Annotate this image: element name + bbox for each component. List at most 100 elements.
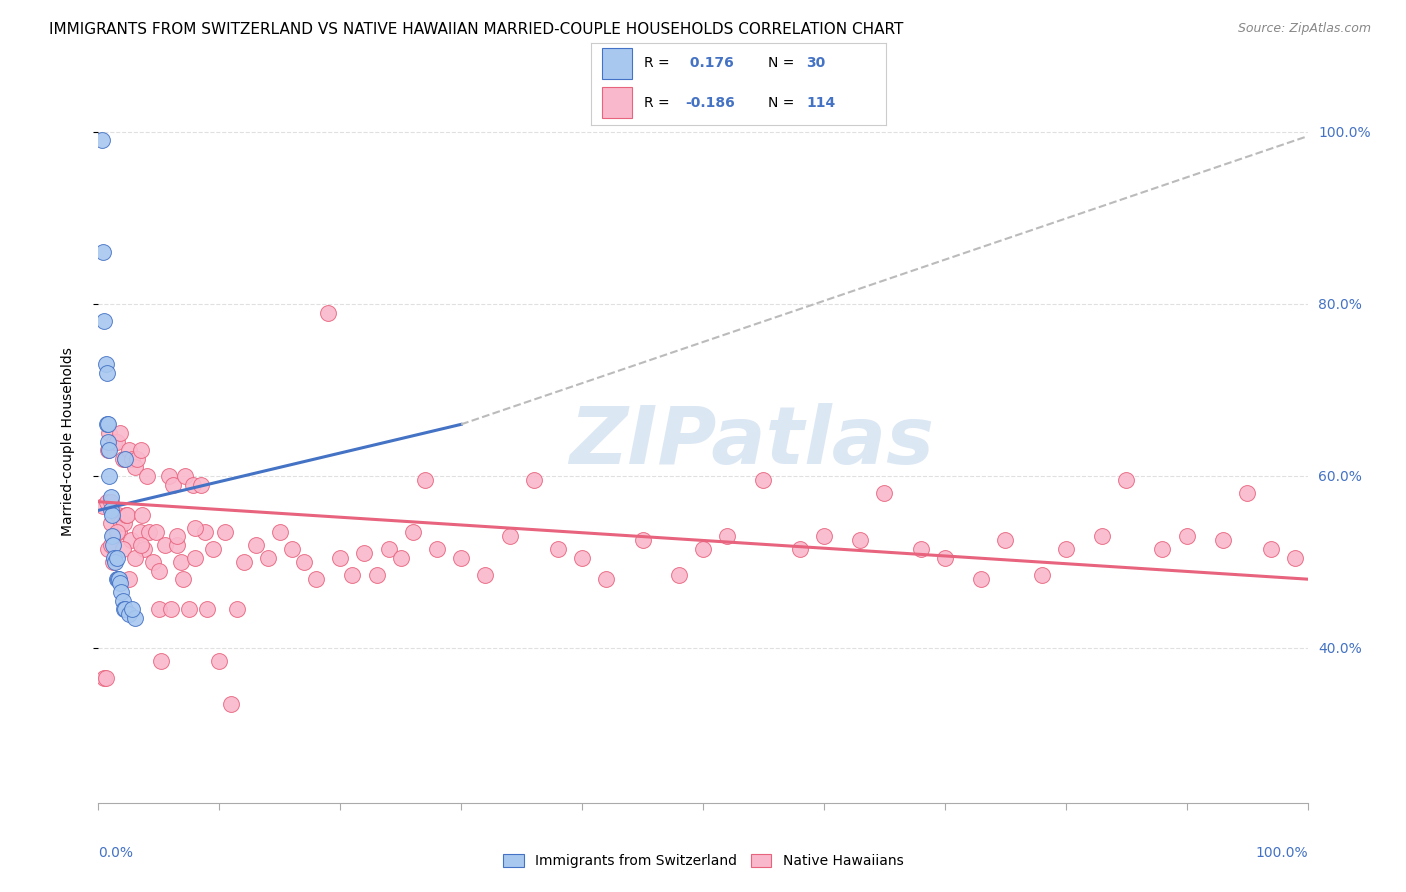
Point (117, 508, 139, 522)
Point (98, 443, 121, 458)
Point (813, 529, 835, 543)
Point (190, 477, 212, 491)
Point (110, 516, 132, 531)
Point (108, 524, 131, 539)
Point (98, 425, 121, 440)
Point (103, 434, 125, 449)
Point (174, 469, 197, 483)
Point (202, 542, 225, 557)
Point (101, 529, 124, 543)
FancyBboxPatch shape (602, 48, 631, 78)
Point (111, 593, 134, 607)
Point (269, 524, 291, 539)
Point (93, 314, 115, 328)
Text: N =: N = (768, 95, 799, 110)
Point (135, 469, 157, 483)
Point (103, 550, 125, 565)
Point (366, 567, 388, 582)
Point (96, 366, 118, 380)
Point (105, 524, 128, 539)
Point (221, 697, 243, 711)
Point (153, 538, 176, 552)
Point (1054, 542, 1077, 557)
Point (245, 538, 267, 552)
Point (377, 542, 399, 557)
Point (342, 567, 364, 582)
Point (181, 477, 204, 491)
Point (169, 555, 191, 569)
Point (232, 555, 254, 569)
Point (214, 524, 236, 539)
Point (148, 564, 170, 578)
Point (150, 654, 173, 668)
Point (108, 576, 131, 591)
Point (91, 133, 114, 147)
Point (389, 550, 412, 565)
Text: 100.0%: 100.0% (1256, 847, 1308, 860)
Text: 114: 114 (806, 95, 835, 110)
Text: Source: ZipAtlas.com: Source: ZipAtlas.com (1237, 22, 1371, 36)
FancyBboxPatch shape (602, 87, 631, 119)
Point (97, 542, 120, 557)
Point (93, 671, 115, 685)
Point (124, 611, 146, 625)
Text: ZIPatlas: ZIPatlas (569, 402, 934, 481)
Text: N =: N = (768, 56, 799, 70)
Point (128, 524, 150, 539)
Point (94, 671, 117, 685)
Point (166, 529, 188, 543)
Point (305, 572, 328, 586)
Point (138, 524, 160, 539)
Point (1236, 486, 1258, 500)
Point (120, 533, 142, 548)
Point (100, 491, 122, 505)
Point (849, 533, 872, 548)
Point (100, 538, 122, 552)
Point (184, 520, 207, 534)
Point (118, 443, 141, 458)
Point (195, 602, 218, 616)
Point (105, 572, 128, 586)
Point (114, 602, 136, 616)
Point (142, 555, 165, 569)
Point (105, 550, 128, 565)
Point (194, 524, 217, 539)
Point (101, 555, 124, 569)
Point (104, 555, 127, 569)
Point (112, 602, 135, 616)
Point (94, 357, 117, 371)
Point (114, 451, 136, 466)
Point (121, 602, 143, 616)
Text: 0.0%: 0.0% (98, 847, 134, 860)
Point (134, 542, 156, 557)
Point (595, 572, 617, 586)
Text: -0.186: -0.186 (685, 95, 735, 110)
Point (157, 469, 180, 483)
Point (162, 477, 184, 491)
Point (1212, 533, 1234, 548)
Point (101, 538, 124, 552)
Point (329, 550, 352, 565)
Point (1175, 529, 1198, 543)
Text: R =: R = (644, 95, 673, 110)
Legend: Immigrants from Switzerland, Native Hawaiians: Immigrants from Switzerland, Native Hawa… (503, 855, 903, 868)
Point (96, 417, 118, 432)
Point (100, 529, 122, 543)
Point (179, 602, 201, 616)
Point (292, 555, 315, 569)
Point (316, 305, 339, 319)
Point (124, 550, 146, 565)
Point (129, 443, 152, 458)
Point (256, 550, 278, 565)
Point (668, 567, 690, 582)
Point (91, 499, 114, 513)
Point (100, 494, 122, 508)
Point (994, 533, 1017, 548)
Point (450, 550, 472, 565)
Point (1284, 550, 1306, 565)
Point (692, 542, 714, 557)
Point (1091, 529, 1114, 543)
Point (1115, 473, 1137, 487)
Point (1031, 567, 1053, 582)
Point (148, 602, 170, 616)
